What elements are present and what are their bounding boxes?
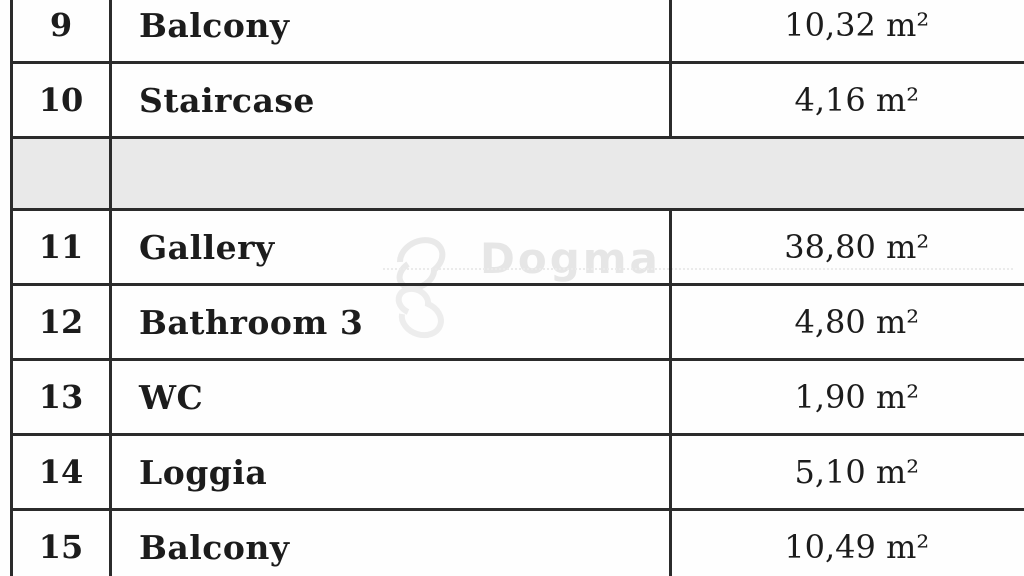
room-number-cell: 11	[10, 208, 112, 286]
room-area-table: 9 Balcony 10,32 m² 10 Staircase 4,16 m² …	[10, 0, 1024, 576]
room-area-table-sheet: 9 Balcony 10,32 m² 10 Staircase 4,16 m² …	[10, 0, 1024, 576]
room-number-cell: 14	[10, 433, 112, 511]
room-area-cell: 4,16 m²	[669, 61, 1024, 139]
room-number-cell: 9	[10, 0, 112, 64]
table-row: 11 Gallery 38,80 m²	[10, 208, 1024, 286]
room-name-cell: Staircase	[109, 61, 672, 139]
room-name-cell: Loggia	[109, 433, 672, 511]
table-row: 10 Staircase 4,16 m²	[10, 61, 1024, 139]
spacer-number-cell	[10, 136, 112, 211]
room-name-cell: Bathroom 3	[109, 283, 672, 361]
spacer-merged-cell	[109, 136, 1024, 211]
room-area-cell: 1,90 m²	[669, 358, 1024, 436]
room-number-cell: 10	[10, 61, 112, 139]
table-row: 15 Balcony 10,49 m²	[10, 508, 1024, 576]
table-row: 12 Bathroom 3 4,80 m²	[10, 283, 1024, 361]
room-name-cell: Balcony	[109, 0, 672, 64]
room-area-cell: 4,80 m²	[669, 283, 1024, 361]
table-row: 9 Balcony 10,32 m²	[10, 0, 1024, 64]
room-name-cell: Gallery	[109, 208, 672, 286]
room-number-cell: 13	[10, 358, 112, 436]
table-row: 14 Loggia 5,10 m²	[10, 433, 1024, 511]
room-area-cell: 10,49 m²	[669, 508, 1024, 576]
room-number-cell: 15	[10, 508, 112, 576]
room-area-cell: 5,10 m²	[669, 433, 1024, 511]
room-name-cell: WC	[109, 358, 672, 436]
room-name-cell: Balcony	[109, 508, 672, 576]
spacer-row	[10, 136, 1024, 211]
room-area-cell: 10,32 m²	[669, 0, 1024, 64]
room-area-cell: 38,80 m²	[669, 208, 1024, 286]
room-number-cell: 12	[10, 283, 112, 361]
table-row: 13 WC 1,90 m²	[10, 358, 1024, 436]
